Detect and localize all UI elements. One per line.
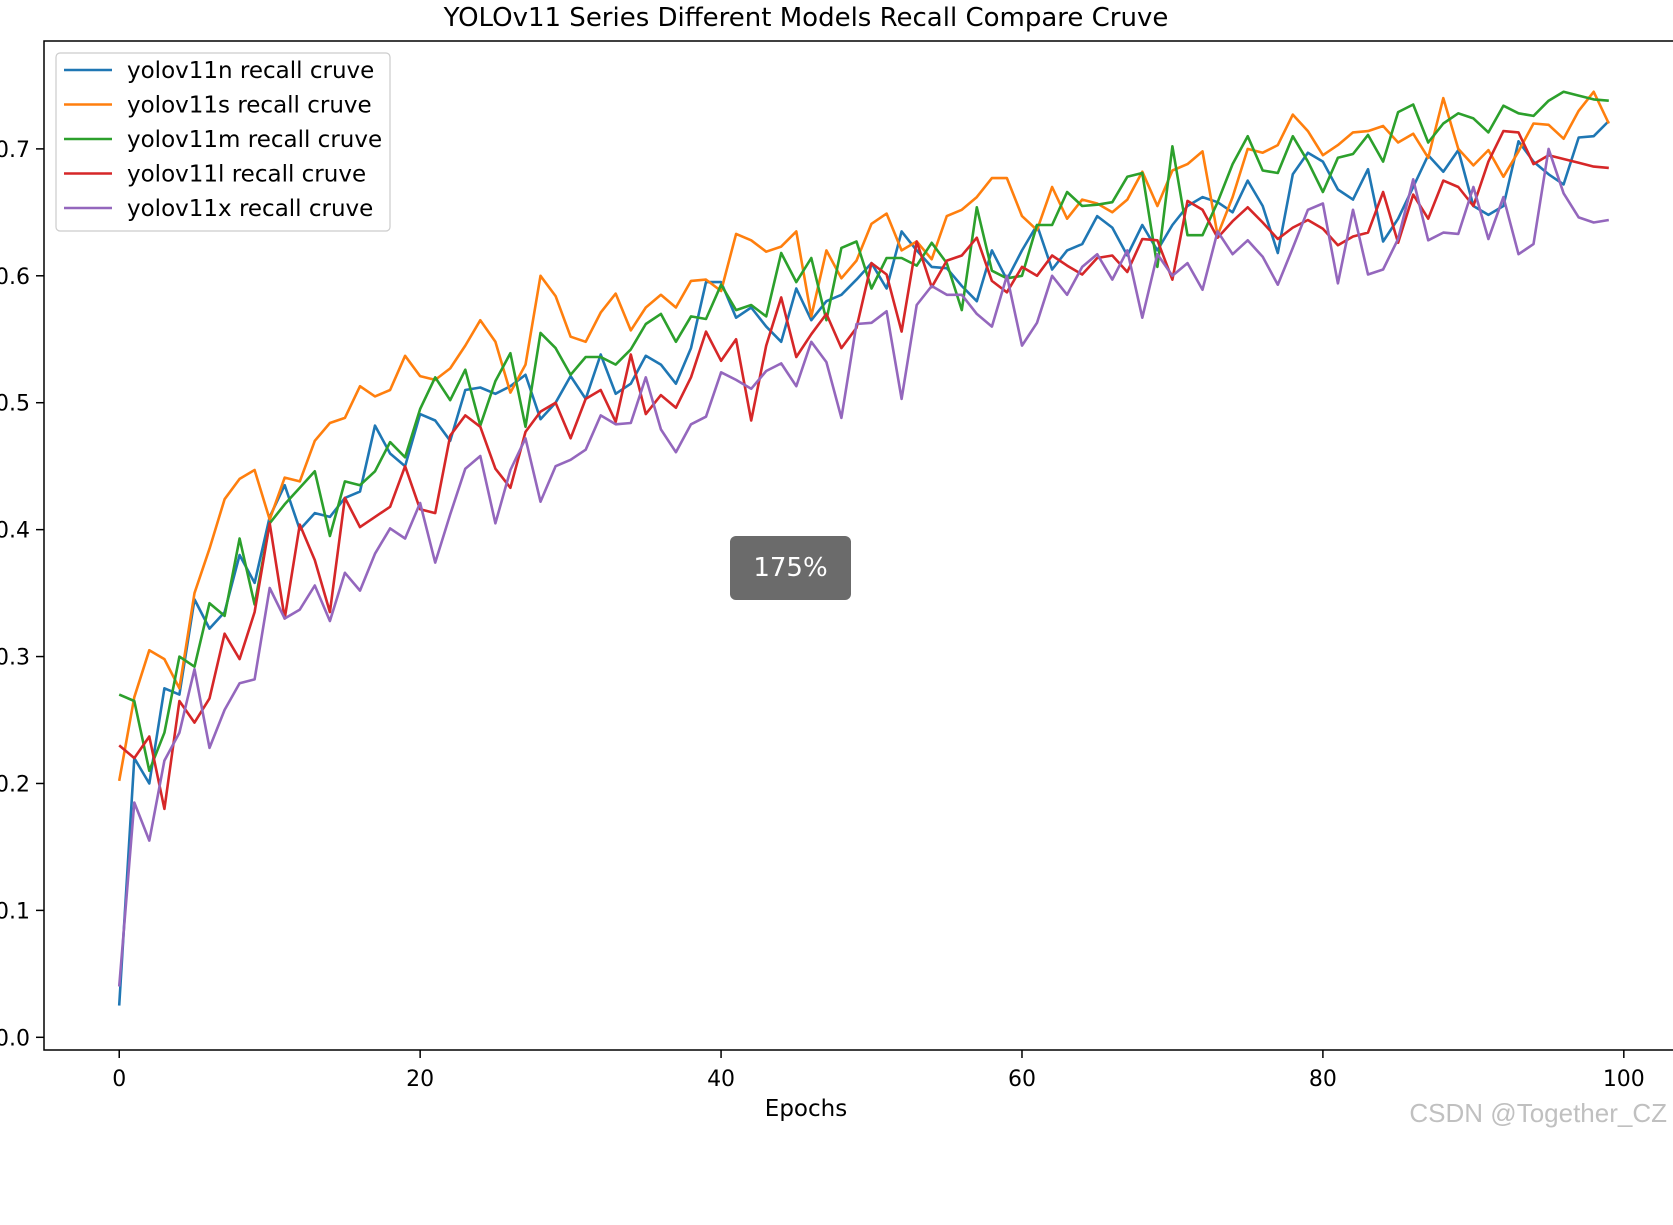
plot-area-frame xyxy=(43,40,1673,1051)
legend-label-2: yolov11m recall cruve xyxy=(127,127,382,153)
y-tick-label: 0.4 xyxy=(0,519,30,544)
series-line-4 xyxy=(117,147,1610,987)
legend-label-4: yolov11x recall cruve xyxy=(127,196,373,222)
legend-box xyxy=(55,52,391,232)
series-line-1 xyxy=(117,90,1610,782)
y-tick-label: 0.7 xyxy=(0,138,30,163)
x-tick-label: 40 xyxy=(707,1067,735,1092)
x-axis-label: Epochs xyxy=(765,1096,847,1122)
legend: yolov11n recall cruve yolov11s recall cru… xyxy=(55,52,391,232)
series-lines xyxy=(117,90,1610,1006)
legend-label-1: yolov11s recall cruve xyxy=(127,93,372,119)
y-tick-label: 0.2 xyxy=(0,772,30,797)
y-tick-label: 0.1 xyxy=(0,899,30,924)
x-tick-label: 100 xyxy=(1603,1067,1645,1092)
watermark: CSDN @Together_CZ xyxy=(1409,1098,1667,1128)
y-tick-label: 0.6 xyxy=(0,265,30,290)
series-line-2 xyxy=(118,90,1609,773)
x-axis-ticks: 0 20 40 60 80 100 xyxy=(112,1050,1645,1092)
legend-label-0: yolov11n recall cruve xyxy=(127,58,374,84)
chart-title: YOLOv11 Series Different Models Recall C… xyxy=(443,3,1169,33)
x-tick-label: 0 xyxy=(112,1067,126,1092)
x-tick-label: 20 xyxy=(406,1067,434,1092)
zoom-level-badge: 175% xyxy=(730,536,851,600)
x-tick-label: 80 xyxy=(1309,1067,1337,1092)
y-tick-label: 0.5 xyxy=(0,392,30,417)
series-line-0 xyxy=(117,120,1610,1006)
y-tick-label: 0.0 xyxy=(0,1026,30,1051)
legend-label-3: yolov11l recall cruve xyxy=(127,162,366,188)
y-tick-label: 0.3 xyxy=(0,646,30,671)
x-tick-label: 60 xyxy=(1008,1067,1036,1092)
series-line-3 xyxy=(118,129,1609,811)
y-axis-ticks: 0.0 0.1 0.2 0.3 0.4 0.5 0.6 0.7 xyxy=(0,138,44,1051)
